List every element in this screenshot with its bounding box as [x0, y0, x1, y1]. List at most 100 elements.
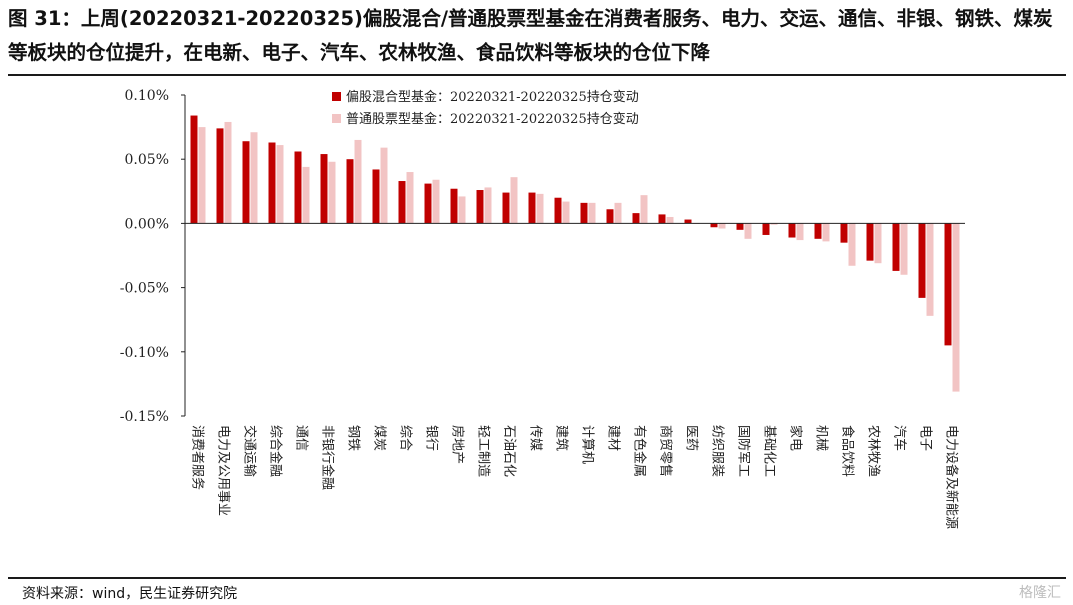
category-label: 计算机: [579, 425, 594, 464]
bar-stock-fund: [250, 132, 258, 224]
bar-stock-fund: [822, 223, 830, 242]
bar-stock-fund: [718, 223, 726, 229]
category-label: 石油石化: [501, 425, 516, 477]
bar-stock-fund: [328, 161, 336, 224]
category-label: 食品饮料: [839, 425, 855, 477]
category-label: 建材: [605, 425, 620, 451]
bar-hybrid-fund: [554, 197, 562, 224]
bar-stock-fund: [484, 187, 492, 224]
bar-stock-fund: [666, 216, 674, 224]
bar-stock-fund: [874, 223, 882, 264]
bar-hybrid-fund: [632, 213, 640, 224]
category-label: 交通运输: [241, 425, 257, 477]
bar-stock-fund: [536, 193, 544, 224]
bar-hybrid-fund: [242, 141, 250, 224]
bar-stock-fund: [588, 202, 596, 224]
category-label: 国防军工: [735, 425, 751, 477]
y-tick-label: 0.00%: [125, 216, 169, 232]
category-label: 轻工制造: [475, 425, 490, 477]
x-axis: 消费者服务 电力及公用事业 交通运输 综合金融 通信 非银行金融 钢铁 煤炭 综合 银行 房地产 轻工…: [185, 222, 965, 529]
category-label: 煤炭: [371, 425, 386, 451]
bar-stock-fund: [562, 201, 570, 224]
bar-stock-fund: [406, 172, 414, 224]
y-tick-label: 0.10%: [125, 88, 169, 104]
category-label: 医药: [683, 425, 698, 451]
category-label: 电子: [917, 425, 932, 451]
bar-stock-fund: [640, 195, 648, 224]
bar-hybrid-fund: [190, 115, 198, 224]
legend-label: 偏股混合型基金：20220321-20220325持仓变动: [346, 89, 639, 105]
y-tick-label: 0.05%: [125, 152, 169, 168]
bar-hybrid-fund: [684, 219, 692, 224]
bar-stock-fund: [458, 196, 466, 224]
chart-title: 图 31：上周(20220321-20220325)偏股混合/普通股票型基金在消…: [8, 7, 1053, 64]
category-label: 传媒: [527, 425, 542, 451]
category-label: 电力设备及新能源: [943, 425, 959, 529]
bar-hybrid-fund: [606, 209, 614, 224]
bar-stock-fund: [224, 121, 232, 224]
y-tick-label: -0.10%: [120, 345, 169, 361]
legend: 偏股混合型基金：20220321-20220325持仓变动普通股票型基金：202…: [332, 89, 639, 127]
legend-swatch: [332, 114, 341, 123]
bar-stock-fund: [510, 177, 518, 224]
category-label: 有色金属: [631, 425, 647, 477]
bar-hybrid-fund: [918, 223, 926, 298]
y-tick-label: -0.05%: [120, 281, 169, 297]
category-label: 农林牧渔: [865, 425, 880, 477]
category-label: 建筑: [553, 425, 569, 451]
category-label: 纺织服装: [709, 425, 724, 477]
category-label: 综合: [397, 425, 412, 451]
bar-hybrid-fund: [476, 190, 484, 224]
bar-stock-fund: [848, 223, 856, 266]
bar-hybrid-fund: [424, 183, 432, 224]
title-underline: [8, 74, 1066, 76]
legend-label: 普通股票型基金：20220321-20220325持仓变动: [346, 111, 639, 127]
bar-hybrid-fund: [450, 188, 458, 224]
category-label: 消费者服务: [189, 425, 205, 490]
y-axis: 0.10% 0.05% 0.00% -0.05% -0.10% -0.15%: [120, 88, 186, 425]
bar-hybrid-fund: [346, 159, 354, 224]
bar-stock-fund: [380, 147, 388, 224]
bar-hybrid-fund: [944, 223, 952, 346]
bar-hybrid-fund: [840, 223, 848, 243]
bar-hybrid-fund: [580, 202, 588, 224]
category-label: 非银行金融: [319, 425, 335, 490]
bar-stock-fund: [744, 223, 752, 239]
category-label: 电力及公用事业: [215, 425, 230, 516]
bar-stock-fund: [900, 223, 908, 275]
bar-hybrid-fund: [788, 223, 796, 238]
category-label: 基础化工: [761, 425, 776, 477]
legend-swatch: [332, 92, 341, 101]
bar-stock-fund: [926, 223, 934, 316]
category-label: 汽车: [891, 425, 907, 451]
bar-stock-fund: [432, 179, 440, 224]
category-label: 房地产: [449, 425, 465, 464]
bar-hybrid-fund: [866, 223, 874, 261]
category-label: 通信: [293, 425, 308, 451]
watermark-logo: 格隆汇: [1019, 585, 1061, 601]
footer-rule: [8, 577, 1066, 579]
bar-hybrid-fund: [710, 223, 718, 228]
bar-stock-fund: [302, 166, 310, 224]
bar-hybrid-fund: [658, 214, 666, 224]
bar-stock-fund: [276, 145, 284, 224]
category-label: 银行: [423, 425, 438, 451]
source-note: 资料来源：wind，民生证券研究院: [22, 586, 238, 602]
bar-hybrid-fund: [320, 154, 328, 224]
bar-stock-fund: [770, 223, 778, 225]
bar-hybrid-fund: [294, 151, 302, 224]
category-label: 钢铁: [345, 425, 360, 451]
bar-hybrid-fund: [502, 192, 510, 224]
y-tick-label: -0.15%: [120, 409, 169, 425]
bar-hybrid-fund: [268, 142, 276, 224]
category-label: 商贸零售: [657, 425, 673, 477]
bar-hybrid-fund: [736, 223, 744, 230]
bar-hybrid-fund: [892, 223, 900, 271]
bar-hybrid-fund: [762, 223, 770, 235]
bar-stock-fund: [614, 202, 622, 224]
bar-stock-fund: [952, 223, 960, 392]
bars: [190, 115, 960, 392]
bar-hybrid-fund: [372, 169, 380, 224]
bar-stock-fund: [354, 139, 362, 224]
